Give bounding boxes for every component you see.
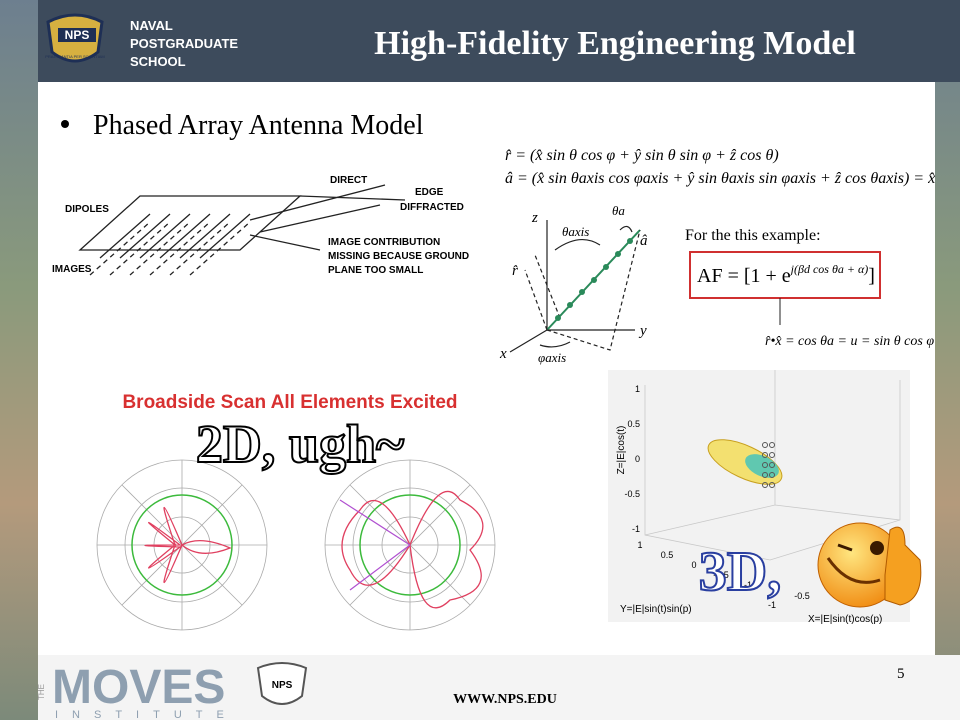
z-tick-label: 0.5 — [627, 419, 640, 429]
axis-label: z — [531, 210, 538, 226]
vector-label: r̂ — [512, 263, 518, 279]
diagram-label: IMAGE CONTRIBUTION — [328, 237, 440, 248]
dot-equation: r̂•x̂ = cos θa = u = sin θ cos φ — [765, 334, 934, 349]
z-tick-label: -1 — [632, 524, 640, 534]
z-tick-label: -0.5 — [624, 489, 640, 499]
af-part: ] — [868, 265, 875, 287]
y-axis-label: Y=|E|sin(t)sin(p) — [620, 604, 692, 615]
antenna-diagram — [78, 184, 406, 276]
polar-pattern — [144, 507, 232, 583]
logo-motto: PRAESTANTIA PER SCIENTIAM — [45, 54, 105, 59]
equation: r̂ = (x̂ sin θ cos φ + ŷ sin θ sin φ + ẑ… — [505, 147, 779, 164]
diagram-label: MISSING BECAUSE GROUND — [328, 251, 469, 262]
x-tick-label: -0.5 — [794, 591, 810, 601]
footer-panel — [38, 655, 960, 720]
polar-beam — [339, 499, 411, 591]
diagram-label: IMAGES — [52, 264, 92, 275]
tick-group: 10.50-0.5-110.50-0.5-1-1-0.500.5 — [624, 384, 868, 610]
pattern-title: Broadside Scan All Elements Excited — [122, 392, 457, 413]
equation: â = (x̂ sin θaxis cos φaxis + ŷ sin θaxi… — [505, 170, 935, 187]
af-part: AF = [1 + e — [697, 265, 791, 287]
af-box — [689, 251, 881, 299]
nps-banner — [58, 28, 96, 42]
angle-label: θaxis — [562, 224, 589, 239]
angle-label: φaxis — [538, 350, 566, 365]
diagram-label: DIFFRACTED — [400, 202, 464, 213]
axis-label: x — [499, 346, 507, 362]
z-tick-label: 0 — [635, 454, 640, 464]
caption-3d: 3D, — [699, 541, 781, 603]
y-tick-label: -0.5 — [713, 570, 729, 580]
polar-pattern — [341, 490, 484, 609]
y-tick-label: 1 — [637, 540, 642, 550]
moves-the: THE — [37, 684, 46, 700]
footer-logo: NPS — [272, 680, 293, 691]
x-axis-label: X=|E|sin(t)cos(p) — [808, 614, 882, 625]
school-name: SCHOOL — [130, 54, 186, 69]
url: WWW.NPS.EDU — [453, 692, 557, 707]
y-tick-label: 0 — [691, 560, 696, 570]
emoji-wink — [837, 543, 853, 552]
school-name: NAVAL — [130, 18, 173, 33]
bullet-dot — [61, 120, 69, 128]
header-bar — [38, 0, 960, 82]
y-tick-label: 0.5 — [661, 550, 674, 560]
z-tick-label: 1 — [635, 384, 640, 394]
diagram-label: DIRECT — [330, 175, 367, 186]
diagram-label: EDGE — [415, 187, 444, 198]
z-axis-label: Z=|E|cos(t) — [616, 426, 627, 475]
angle-label: θa — [612, 203, 625, 218]
polar-ring — [131, 494, 233, 596]
af-equation: AF = [1 + ej(βd cos θa + α)] — [697, 262, 875, 287]
footer-shield — [256, 662, 308, 705]
array-elements — [555, 238, 633, 321]
bullet-text: Phased Array Antenna Model — [93, 110, 424, 141]
elements-3d — [762, 442, 775, 488]
logo-text: NPS — [65, 28, 90, 42]
emoji-smile — [826, 557, 881, 584]
emoji-eye — [870, 541, 884, 555]
y-tick-label: -1 — [744, 580, 752, 590]
moves-logo: MOVES — [52, 661, 225, 714]
polar-ring — [359, 494, 461, 596]
slide-title: High-Fidelity Engineering Model — [374, 25, 856, 62]
page-number: 5 — [897, 666, 905, 682]
diagram-label: PLANE TOO SMALL — [328, 265, 423, 276]
emoji-thumb — [884, 526, 922, 606]
school-name: POSTGRADUATE — [130, 36, 238, 51]
diagram-label: DIPOLES — [65, 204, 109, 215]
axis-label: y — [638, 323, 647, 339]
lobe-3d — [745, 454, 779, 478]
caption-2d: 2D, ugh~ — [196, 414, 404, 474]
x-tick-label: -1 — [768, 600, 776, 610]
vector-label: â — [640, 233, 648, 249]
moves-institute: INSTITUTE — [55, 709, 238, 720]
example-text: For the this example: — [685, 227, 821, 244]
af-exponent: j(βd cos θa + α) — [789, 262, 869, 276]
